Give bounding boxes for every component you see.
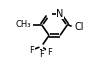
- Text: Cl: Cl: [74, 22, 84, 32]
- Text: N: N: [56, 9, 64, 19]
- Text: F: F: [39, 50, 44, 59]
- Text: F: F: [29, 46, 34, 55]
- Text: F: F: [47, 48, 52, 57]
- Text: CH₃: CH₃: [15, 20, 31, 29]
